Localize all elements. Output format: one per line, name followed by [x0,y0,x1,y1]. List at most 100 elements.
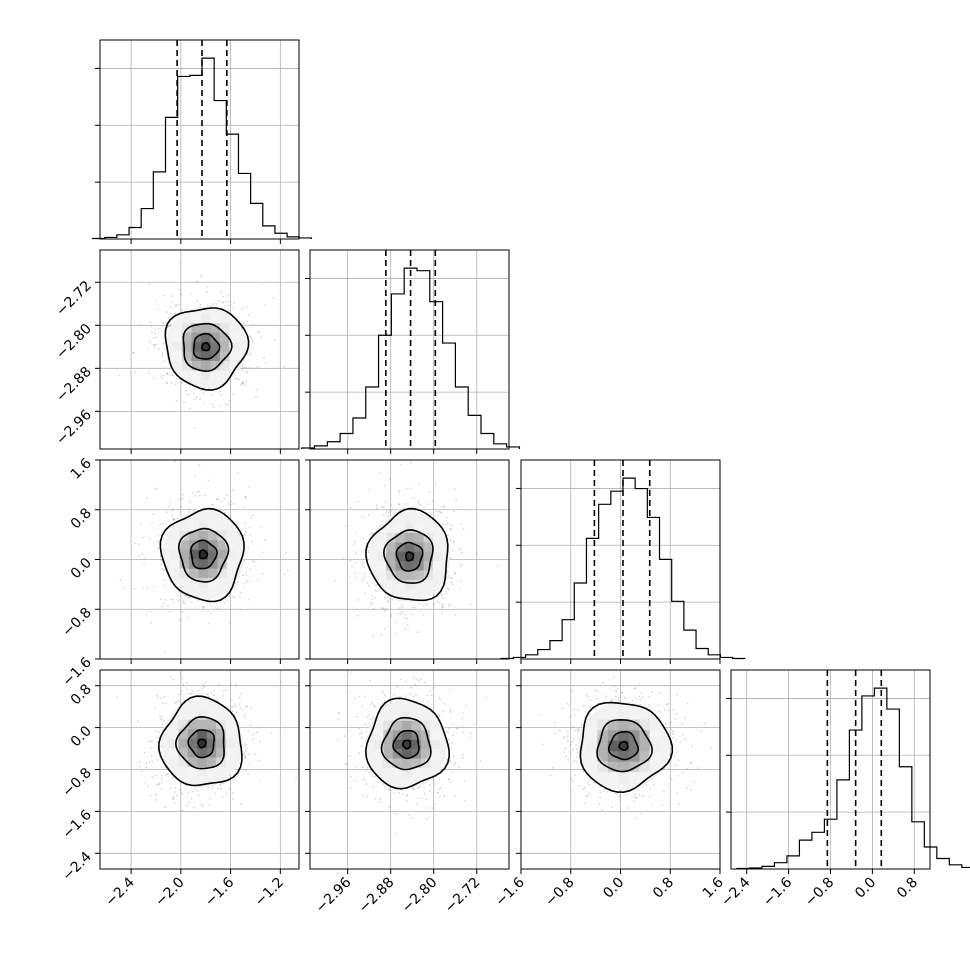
sample-point [180,505,182,508]
sample-point [136,720,139,723]
contour-line [174,715,225,770]
sample-point [334,579,336,582]
sample-point [388,805,391,808]
sample-point [388,788,391,791]
contour-line [182,322,233,373]
density-cell [217,559,227,569]
sample-point [245,381,248,384]
sample-point [573,737,575,740]
sample-point [384,785,386,788]
sample-point [243,506,246,509]
sample-point [419,786,421,788]
density-cell [198,540,208,550]
sample-point [147,348,150,350]
sample-point [610,698,613,701]
sample-point [160,766,163,769]
sample-point [152,512,155,515]
sample-point [162,322,165,324]
sample-point [194,494,197,497]
sample-point [398,695,401,698]
sample-point [363,778,365,781]
sample-point [189,293,192,295]
sample-point [349,559,352,562]
sample-point [212,406,215,409]
sample-point [178,618,181,621]
sample-point [709,746,712,749]
sample-point [593,781,596,784]
sample-point [465,704,467,707]
sample-point [157,327,160,330]
sample-point [152,343,155,346]
sample-point [155,487,158,490]
sample-point [149,794,152,797]
sample-point [391,700,393,702]
sample-point [417,787,420,790]
sample-point [470,603,472,606]
sample-point [234,703,237,706]
density-cell [189,549,199,560]
sample-point [370,703,373,706]
sample-point [155,344,158,346]
sample-point [243,713,246,716]
sample-point [575,744,578,747]
density-cell [210,370,220,380]
density-cell [206,766,217,777]
sample-point [569,777,572,780]
sample-point [674,718,677,720]
sample-point [349,506,352,509]
sample-point [624,696,626,699]
sample-point [238,696,241,699]
sample-point [159,715,161,718]
sample-point [245,306,248,308]
sample-point [208,804,211,806]
density-cell [628,740,640,752]
sample-point [460,580,463,582]
sample-point [563,751,565,753]
sample-point [187,597,189,599]
density-cell [210,313,220,324]
density-cell [187,766,198,777]
sample-point [413,606,416,609]
sample-point [446,534,449,537]
sample-point [228,595,231,598]
sample-point [589,705,592,708]
sample-point [396,668,398,670]
sample-point [191,690,194,693]
x-tick-label: −1.6 [202,874,237,909]
density-cell [219,361,230,371]
density-cell [168,729,179,739]
sample-point [180,792,183,794]
sample-point [255,389,258,391]
sample-point [217,787,220,790]
sample-point [663,790,665,793]
density-cell [210,323,220,333]
sample-point [228,400,231,402]
sample-point [165,372,168,375]
density-cell [172,342,183,352]
sample-point [248,526,251,529]
density-cell [187,719,198,730]
sample-point [148,760,151,763]
sample-point [160,788,163,791]
sample-point [373,704,375,707]
sample-point [578,785,581,787]
x-tick-label: −2.88 [356,875,398,917]
sample-point [260,336,263,338]
sample-point [374,798,377,800]
density-cell [404,579,415,590]
sample-point [416,631,419,633]
sample-point [172,507,174,510]
sample-point [657,704,659,707]
sample-point [361,705,364,708]
sample-point [473,723,476,725]
sample-point [232,307,235,310]
sample-point [451,549,454,552]
sample-point [447,522,449,525]
sample-point [469,662,471,664]
sample-point [576,751,579,754]
sample-point [249,335,252,338]
sample-point [134,542,136,545]
sample-point [618,795,621,798]
sample-point [448,778,450,780]
density-cell [628,719,640,731]
